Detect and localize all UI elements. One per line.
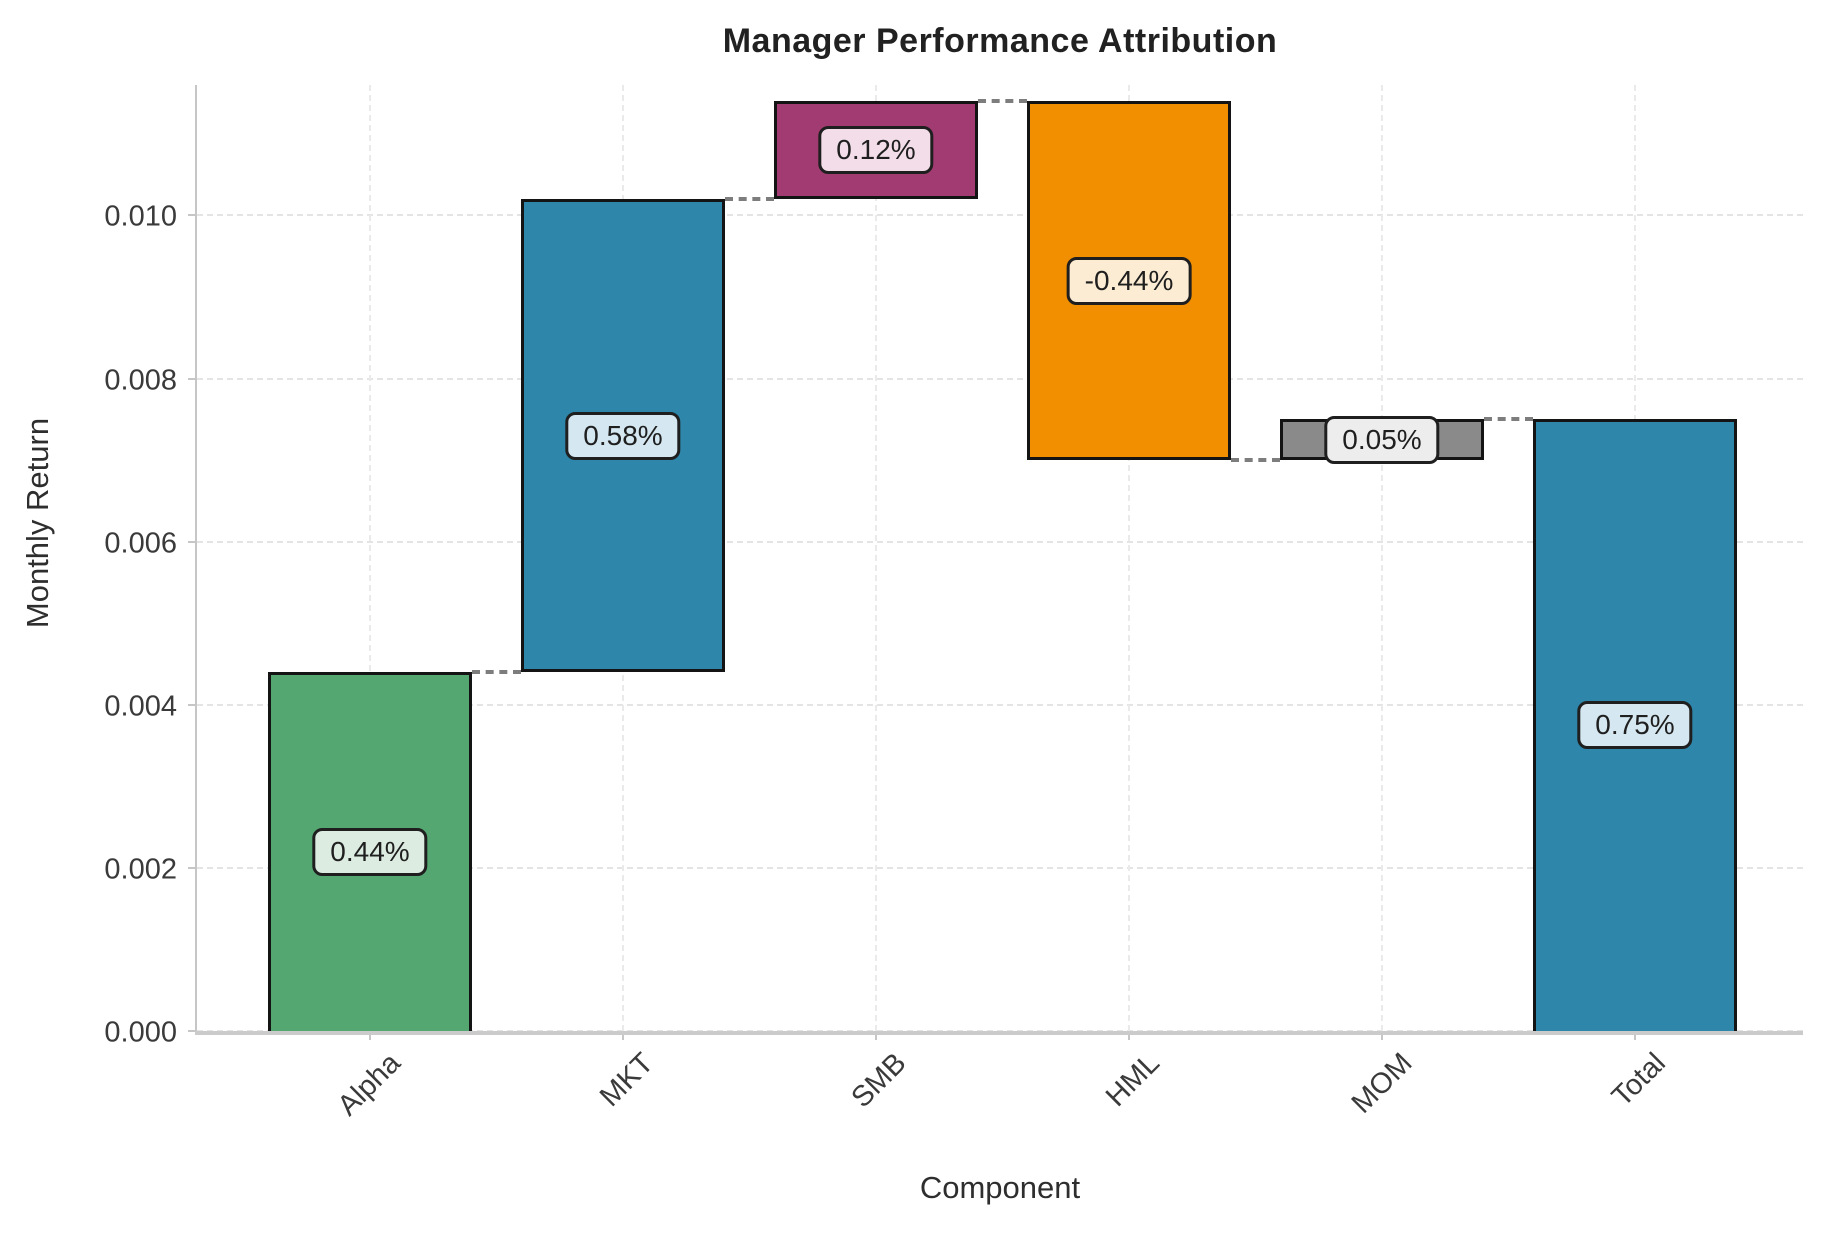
x-tick-mark [1128,1031,1130,1040]
bar-value-label-mkt: 0.58% [565,411,681,460]
x-axis-spine [195,1031,1803,1035]
x-tick-mark [1634,1031,1636,1040]
h-gridline [197,540,1803,543]
y-tick-mark [188,703,197,706]
h-gridline [197,703,1803,706]
v-gridline [1128,85,1130,1031]
x-tick-label-mom: MOM [1345,1047,1419,1120]
bar-value-label-mom: 0.05% [1324,415,1440,464]
connector-line [1484,417,1533,422]
x-tick-label-alpha: Alpha [331,1047,407,1123]
bar-value-label-total: 0.75% [1577,701,1693,750]
x-tick-mark [1381,1031,1383,1040]
y-tick-label: 0.000 [104,1016,177,1049]
x-tick-mark [369,1031,371,1040]
x-tick-label-total: Total [1605,1047,1672,1113]
plot-area: 0.44% 0.58% 0.12% -0.44% 0.05% 0.75% [197,85,1803,1032]
v-gridline [369,85,371,1031]
x-tick-mark [875,1031,877,1040]
y-tick-mark [188,1030,197,1032]
y-tick-mark [188,377,197,380]
x-axis-label: Component [919,1170,1081,1205]
y-axis-label: Monthly Return [20,417,55,629]
bar-value-label-alpha: 0.44% [312,827,428,876]
y-axis-spine [195,85,197,1031]
x-tick-label-smb: SMB [845,1047,913,1115]
y-tick-label: 0.010 [104,200,177,233]
chart-title: Manager Performance Attribution [722,22,1278,60]
bar-value-label-hml: -0.44% [1066,256,1192,305]
x-tick-label-hml: HML [1099,1047,1166,1113]
x-tick-label-mkt: MKT [593,1047,660,1113]
y-tick-label: 0.002 [104,853,177,886]
y-tick-label: 0.006 [104,527,177,560]
bar-value-label-smb: 0.12% [818,126,934,175]
x-tick-mark [622,1031,624,1040]
y-tick-label: 0.004 [104,690,177,723]
h-gridline [197,377,1803,380]
y-tick-label: 0.008 [104,364,177,397]
h-gridline [197,866,1803,869]
h-gridline [197,214,1803,217]
connector-line [472,670,521,675]
v-gridline [875,85,877,1031]
y-tick-mark [188,540,197,543]
connector-line [978,99,1027,104]
connector-line [725,197,774,202]
connector-line [1231,458,1280,463]
y-tick-mark [188,214,197,217]
y-tick-mark [188,866,197,869]
v-gridline [1381,85,1383,1031]
